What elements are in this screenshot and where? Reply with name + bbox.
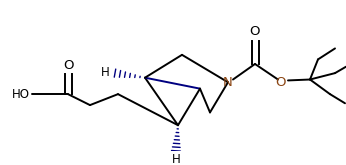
Text: H: H bbox=[172, 153, 180, 165]
Text: O: O bbox=[63, 59, 73, 72]
Text: HO: HO bbox=[12, 88, 30, 101]
Text: H: H bbox=[101, 66, 109, 79]
Text: N: N bbox=[223, 76, 233, 89]
Text: O: O bbox=[250, 25, 260, 38]
Text: O: O bbox=[275, 76, 285, 89]
